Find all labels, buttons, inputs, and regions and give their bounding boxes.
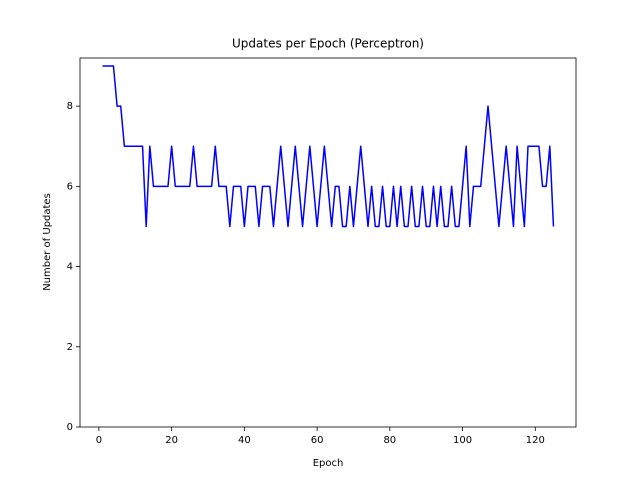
chart-title: Updates per Epoch (Perceptron) <box>232 37 424 51</box>
x-tick-label: 0 <box>96 435 102 446</box>
x-tick-label: 100 <box>453 435 472 446</box>
x-axis-label: Epoch <box>313 458 344 469</box>
y-tick-label: 2 <box>67 342 73 353</box>
x-tick-label: 120 <box>526 435 545 446</box>
y-axis-label: Number of Updates <box>42 193 53 291</box>
x-tick-label: 80 <box>383 435 396 446</box>
plot-frame <box>79 57 577 428</box>
y-tick-label: 4 <box>67 262 73 273</box>
y-tick-label: 8 <box>67 101 73 112</box>
y-tick-label: 0 <box>67 422 73 433</box>
x-tick-label: 20 <box>165 435 178 446</box>
x-tick-label: 40 <box>238 435 251 446</box>
data-line <box>102 65 555 228</box>
y-tick-label: 6 <box>67 181 73 192</box>
x-tick-label: 60 <box>311 435 324 446</box>
